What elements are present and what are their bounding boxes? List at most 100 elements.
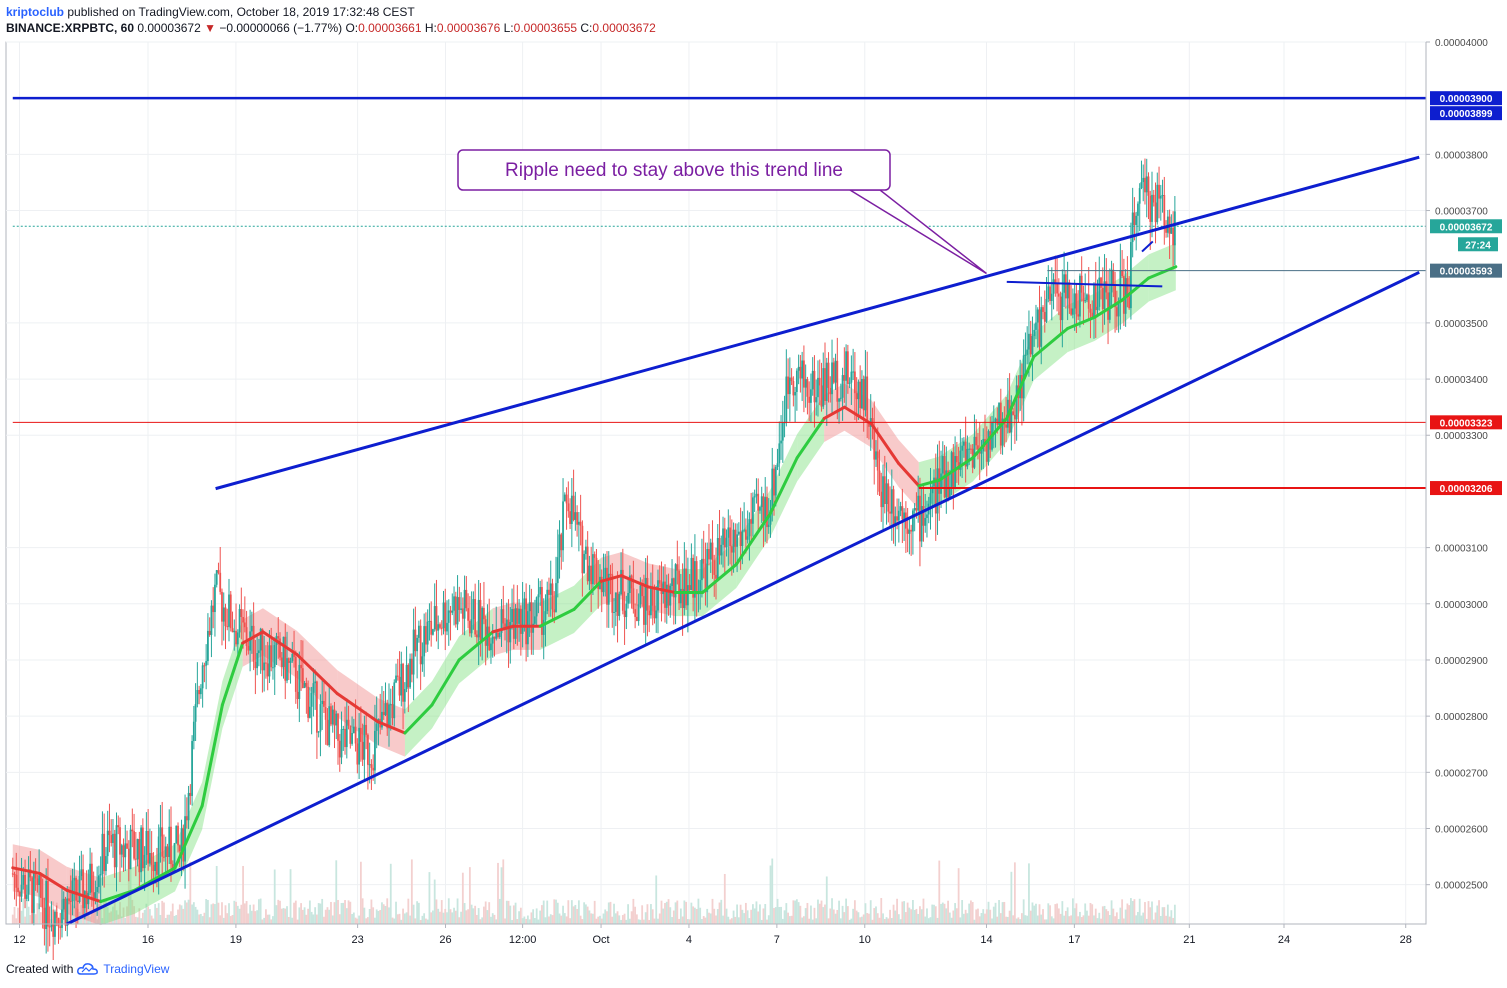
volume-bar: [769, 865, 772, 924]
volume-bar: [792, 900, 795, 924]
volume-bar: [565, 916, 568, 924]
author-link[interactable]: kriptoclub: [6, 5, 65, 19]
volume-bar: [396, 914, 399, 924]
x-tick-label: 16: [142, 934, 154, 946]
candle-body: [419, 625, 422, 665]
ma-line-segment: [220, 641, 245, 707]
volume-bar: [1144, 902, 1146, 924]
candle-body: [701, 558, 703, 581]
volume-bar: [187, 899, 190, 924]
candle-body: [435, 606, 438, 631]
candle-body: [901, 506, 904, 520]
price-chart[interactable]: Ripple need to stay above this trend lin…: [0, 0, 1507, 960]
candle-body: [1056, 282, 1058, 294]
volume-bar: [1038, 904, 1041, 924]
candle-body: [1151, 194, 1153, 222]
candle-body: [417, 625, 420, 638]
candle-body: [739, 531, 742, 547]
candle-body: [643, 596, 645, 625]
volume-bar: [208, 917, 211, 924]
candle-body: [718, 538, 721, 556]
candle-body: [783, 422, 786, 424]
candle-body: [92, 892, 95, 899]
trendline-upper-resistance: [215, 155, 1420, 491]
volume-bar: [235, 901, 237, 924]
candle-body: [590, 565, 593, 585]
volume-bar: [643, 919, 645, 924]
price-axis[interactable]: 0.00004000 0.00003800 0.00003700 0.00003500…: [1426, 38, 1488, 892]
callout-text: Ripple need to stay above this trend lin…: [505, 160, 843, 181]
volume-bar: [375, 909, 378, 924]
volume-bar: [359, 861, 362, 924]
tradingview-brand[interactable]: TradingView: [103, 962, 170, 976]
volume-bar: [481, 917, 484, 924]
volume-bar: [440, 900, 443, 924]
candle-body: [41, 897, 44, 908]
volume-bar: [746, 910, 749, 924]
candle-body: [810, 389, 812, 403]
candle-body: [1015, 385, 1018, 420]
candle-body: [1131, 212, 1134, 243]
volume-bar: [210, 904, 213, 924]
volume-bar: [73, 906, 76, 924]
candle-body: [989, 431, 992, 450]
candle-body: [425, 626, 427, 645]
volume-bar: [790, 915, 793, 924]
volume-bar: [604, 909, 607, 924]
volume-bar: [871, 919, 874, 924]
symbol-label[interactable]: BINANCE:XRPBTC, 60: [6, 21, 135, 35]
time-axis[interactable]: 12 16 19 23 26 12:00 Oct 4 7 10 14 17 21 24 28: [13, 924, 1412, 946]
candle-body: [141, 827, 144, 869]
volume-bar: [103, 898, 106, 924]
volume-bar: [910, 909, 913, 924]
volume-bar: [579, 915, 582, 924]
candle-body: [1152, 194, 1155, 203]
volume-bar: [280, 908, 283, 924]
volume-bar: [853, 900, 856, 924]
candle-body: [929, 493, 932, 504]
candle-body: [57, 917, 60, 927]
volume-bar: [676, 900, 679, 924]
volume-bar: [287, 916, 290, 924]
volume-bar: [824, 904, 826, 924]
volume-bar: [662, 908, 665, 924]
candle-body: [337, 713, 339, 741]
volume-bar: [686, 919, 689, 924]
candle-body: [567, 503, 570, 512]
volume-bar: [1026, 915, 1029, 924]
volume-bar: [354, 917, 357, 924]
volume-bar: [242, 865, 244, 924]
candle-body: [625, 603, 628, 618]
candle-body: [1105, 281, 1108, 293]
candle-body: [899, 506, 902, 511]
volume-bar: [804, 908, 807, 924]
volume-bar: [96, 919, 99, 924]
volume-bar: [1165, 915, 1167, 924]
candle-body: [463, 589, 466, 619]
volume-bar: [999, 913, 1002, 924]
candle-body: [236, 632, 239, 645]
open-value: 0.00003661: [358, 21, 422, 35]
volume-bar: [507, 900, 510, 924]
volume-bar: [641, 905, 644, 924]
volume-bar: [787, 912, 789, 924]
volume-bar: [681, 916, 684, 924]
volume-bar: [887, 918, 890, 924]
volume-bar: [1126, 903, 1129, 924]
volume-bar: [1156, 905, 1159, 924]
annotation[interactable]: Ripple need to stay above this trend lin…: [457, 149, 987, 275]
candle-body: [845, 351, 847, 381]
volume-bar: [694, 907, 696, 924]
volume-bar: [205, 899, 208, 924]
candle-body: [609, 573, 612, 575]
candle-body: [913, 507, 916, 511]
volume-bar: [901, 901, 904, 924]
volume-bar: [926, 908, 928, 924]
volume-bar: [156, 907, 158, 924]
candle-body: [984, 438, 986, 443]
candle-body: [548, 589, 550, 595]
candle-body: [159, 827, 162, 837]
candle-body: [868, 422, 870, 427]
volume-bar: [922, 898, 925, 924]
volume-bar: [163, 902, 165, 924]
